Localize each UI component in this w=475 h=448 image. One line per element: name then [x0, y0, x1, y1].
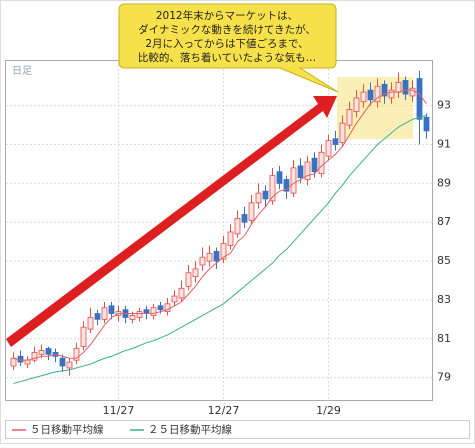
y-tick-label: 87 — [437, 215, 451, 228]
candle-body — [395, 81, 402, 93]
candle-body — [332, 138, 339, 145]
candle-body — [24, 359, 31, 365]
candle-body — [136, 311, 143, 318]
y-tick-label: 83 — [437, 293, 451, 306]
annotation-line: 2月に入ってからは下値ごろまで、 — [145, 37, 308, 50]
annotation-line: 2012年末からマーケットは、 — [156, 9, 298, 22]
candle-body — [220, 243, 227, 260]
candle-body — [108, 305, 115, 314]
legend-label: ２５日移動平均線 — [148, 423, 232, 436]
y-tick-label: 91 — [437, 138, 451, 151]
candle-body — [388, 89, 395, 99]
candle-body — [290, 167, 297, 194]
y-tick-label: 81 — [437, 332, 451, 345]
candle-body — [353, 97, 360, 112]
candle-body — [360, 91, 367, 103]
ma-line — [13, 114, 427, 384]
legend — [5, 420, 470, 439]
candle-body — [10, 357, 17, 367]
trend-arrow — [6, 96, 337, 347]
candle-body — [157, 305, 164, 311]
candle-body — [206, 252, 213, 262]
candle-body — [276, 171, 283, 184]
candle-body — [346, 109, 353, 126]
candle-body — [192, 268, 199, 278]
candle-body — [234, 217, 241, 235]
candle-body — [248, 202, 255, 221]
candle-body — [318, 151, 325, 175]
candle-body — [402, 80, 409, 95]
candle-body — [31, 352, 38, 361]
callout — [118, 3, 339, 93]
annotation-line: 比較的、落ち着いていたような気も… — [138, 51, 316, 64]
candle-body — [171, 295, 178, 303]
candle-body — [150, 307, 157, 316]
legend-label: ５日移動平均線 — [30, 423, 104, 436]
candle-body — [283, 179, 290, 192]
candle-body — [304, 161, 311, 180]
candle-body — [143, 309, 150, 314]
candle-body — [87, 317, 94, 330]
candle-body — [374, 85, 381, 103]
candle-body — [409, 87, 416, 97]
candle-body — [80, 326, 87, 347]
candle-body — [73, 348, 80, 361]
candle-body — [66, 361, 73, 369]
candle-body — [227, 231, 234, 246]
candle-body — [45, 348, 52, 355]
candle-body — [269, 175, 276, 202]
y-tick-label: 79 — [437, 371, 451, 384]
candle-body — [199, 256, 206, 266]
candle-body — [185, 272, 192, 287]
x-tick-label: 12/27 — [208, 404, 240, 417]
y-tick-label: 85 — [437, 254, 451, 267]
candle-body — [262, 190, 269, 200]
candle-body — [101, 307, 108, 320]
candle-body — [381, 83, 388, 97]
candle-body — [178, 287, 185, 299]
marks — [10, 70, 430, 384]
ma-line — [13, 89, 427, 361]
candle-body — [59, 357, 66, 367]
y-tick-label: 93 — [437, 99, 451, 112]
candle-body — [297, 165, 304, 178]
candle-body — [38, 350, 45, 355]
timeframe-label: 日足 — [12, 65, 32, 77]
candle-body — [129, 315, 136, 320]
candle-body — [325, 140, 332, 157]
candle-body — [423, 116, 430, 132]
candle-body — [213, 250, 220, 262]
candle-body — [255, 192, 262, 204]
candle-body — [311, 157, 318, 173]
candle-body — [416, 78, 423, 120]
y-tick-label: 89 — [437, 176, 451, 189]
candle-body — [367, 89, 374, 101]
x-tick-label: 1/29 — [316, 404, 341, 417]
x-tick-label: 11/27 — [103, 404, 135, 417]
candle-body — [339, 122, 346, 143]
candle-body — [241, 214, 248, 223]
candle-body — [94, 313, 101, 320]
annotation-line: ダイナミックな動きを続けてきたが、 — [138, 23, 316, 36]
